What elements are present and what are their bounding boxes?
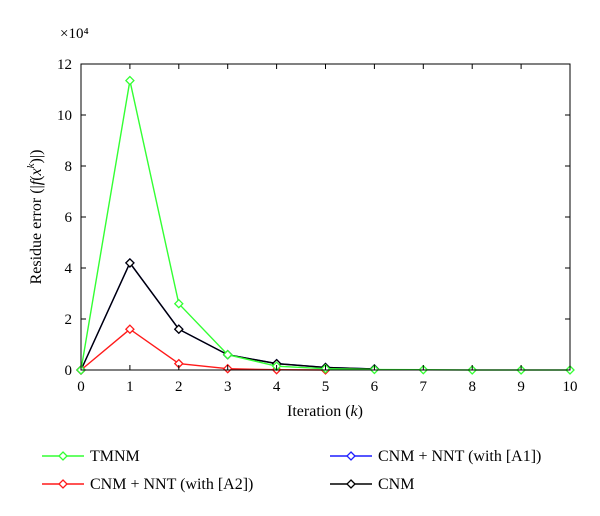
legend-label: CNM [378,476,414,493]
y-tick-label: 8 [65,159,73,175]
y-tick-label: 4 [65,261,73,277]
x-axis-label-var: k [351,403,359,420]
y-axis-label-close: )|) [28,150,45,164]
x-tick-label: 10 [563,379,578,395]
data-point-marker [173,298,184,309]
data-point-marker [124,324,135,335]
plot-content [76,75,575,375]
x-tick-label: 5 [322,379,330,395]
y-axis-label-x: x [28,168,45,176]
x-axis-label: Iteration (k) [287,403,363,420]
y-tick-label: 6 [65,210,73,226]
legend-marker-swatch [346,479,356,489]
x-axis-label-text: Iteration ( [287,403,351,420]
x-tick-label: 0 [77,379,85,395]
x-tick-label: 4 [273,379,281,395]
legend-entry: CNM + NNT (with [A2]) [42,476,253,493]
legend-entry: TMNM [42,448,140,465]
y-tick-label: 12 [57,57,72,73]
x-tick-label: 7 [420,379,428,395]
x-axis-label-close: ) [358,403,363,420]
plot-area-frame [80,63,571,371]
y-tick-label: 0 [65,363,73,379]
legend-marker-swatch [346,451,356,461]
x-tick-label: 3 [224,379,232,395]
y-axis-label-text: Residue error (| [28,185,45,284]
data-point-marker [124,75,135,86]
legend-label: CNM + NNT (with [A2]) [90,476,253,493]
y-axis-label-paren: ( [28,175,45,180]
x-tick-label: 8 [468,379,476,395]
legend: TMNM CNM + NNT (with [A2]) CNM + NNT (with… [42,448,541,493]
y-axis-multiplier: ×10⁴ [60,26,89,42]
legend-marker-swatch [58,451,68,461]
data-point-marker [173,324,184,335]
legend-label: CNM + NNT (with [A1]) [378,448,541,465]
x-tick-label: 9 [517,379,525,395]
series-line [80,80,570,371]
x-tick-label: 6 [371,379,379,395]
legend-label: TMNM [90,448,140,465]
series-tmnm [76,75,575,375]
y-axis-label-f: f [28,178,45,185]
data-point-marker [222,349,233,360]
legend-entry: CNM [330,476,414,493]
y-axis-label: Residue error (|f(xk)|) [25,150,45,285]
y-tick-label: 2 [65,312,73,328]
legend-marker-swatch [58,479,68,489]
y-tick-label: 10 [57,108,72,124]
legend-entry: CNM + NNT (with [A1]) [330,448,541,465]
x-tick-label: 1 [126,379,134,395]
data-point-marker [124,257,135,268]
x-tick-label: 2 [175,379,183,395]
y-axis-label-sup: k [25,162,37,168]
y-axis-ticks: 0 2 4 6 8 10 12 [57,57,570,379]
x-axis-ticks: 0 1 2 3 4 5 6 7 8 9 10 [77,64,578,395]
